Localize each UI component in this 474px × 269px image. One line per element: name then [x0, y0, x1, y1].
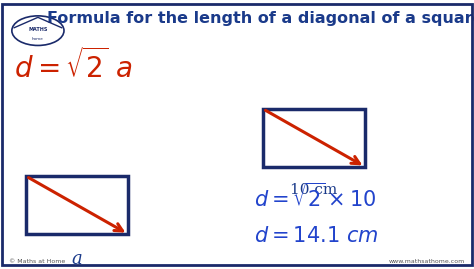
Text: MATHS: MATHS — [28, 27, 47, 33]
Text: home: home — [32, 37, 44, 41]
Text: www.mathsathome.com: www.mathsathome.com — [388, 259, 465, 264]
Bar — [263, 109, 365, 167]
Text: a: a — [72, 250, 82, 268]
Text: Formula for the length of a diagonal of a square: Formula for the length of a diagonal of … — [47, 11, 474, 26]
Text: 10 cm: 10 cm — [291, 183, 337, 197]
Circle shape — [12, 16, 64, 45]
Text: © Maths at Home: © Maths at Home — [9, 259, 66, 264]
Bar — [26, 176, 128, 234]
Text: $d = \sqrt{2} \times 10$: $d = \sqrt{2} \times 10$ — [254, 183, 376, 211]
Text: $d = 14.1\ \mathit{cm}$: $d = 14.1\ \mathit{cm}$ — [254, 226, 378, 246]
Text: $d = \sqrt{2}\ a$: $d = \sqrt{2}\ a$ — [14, 48, 133, 84]
